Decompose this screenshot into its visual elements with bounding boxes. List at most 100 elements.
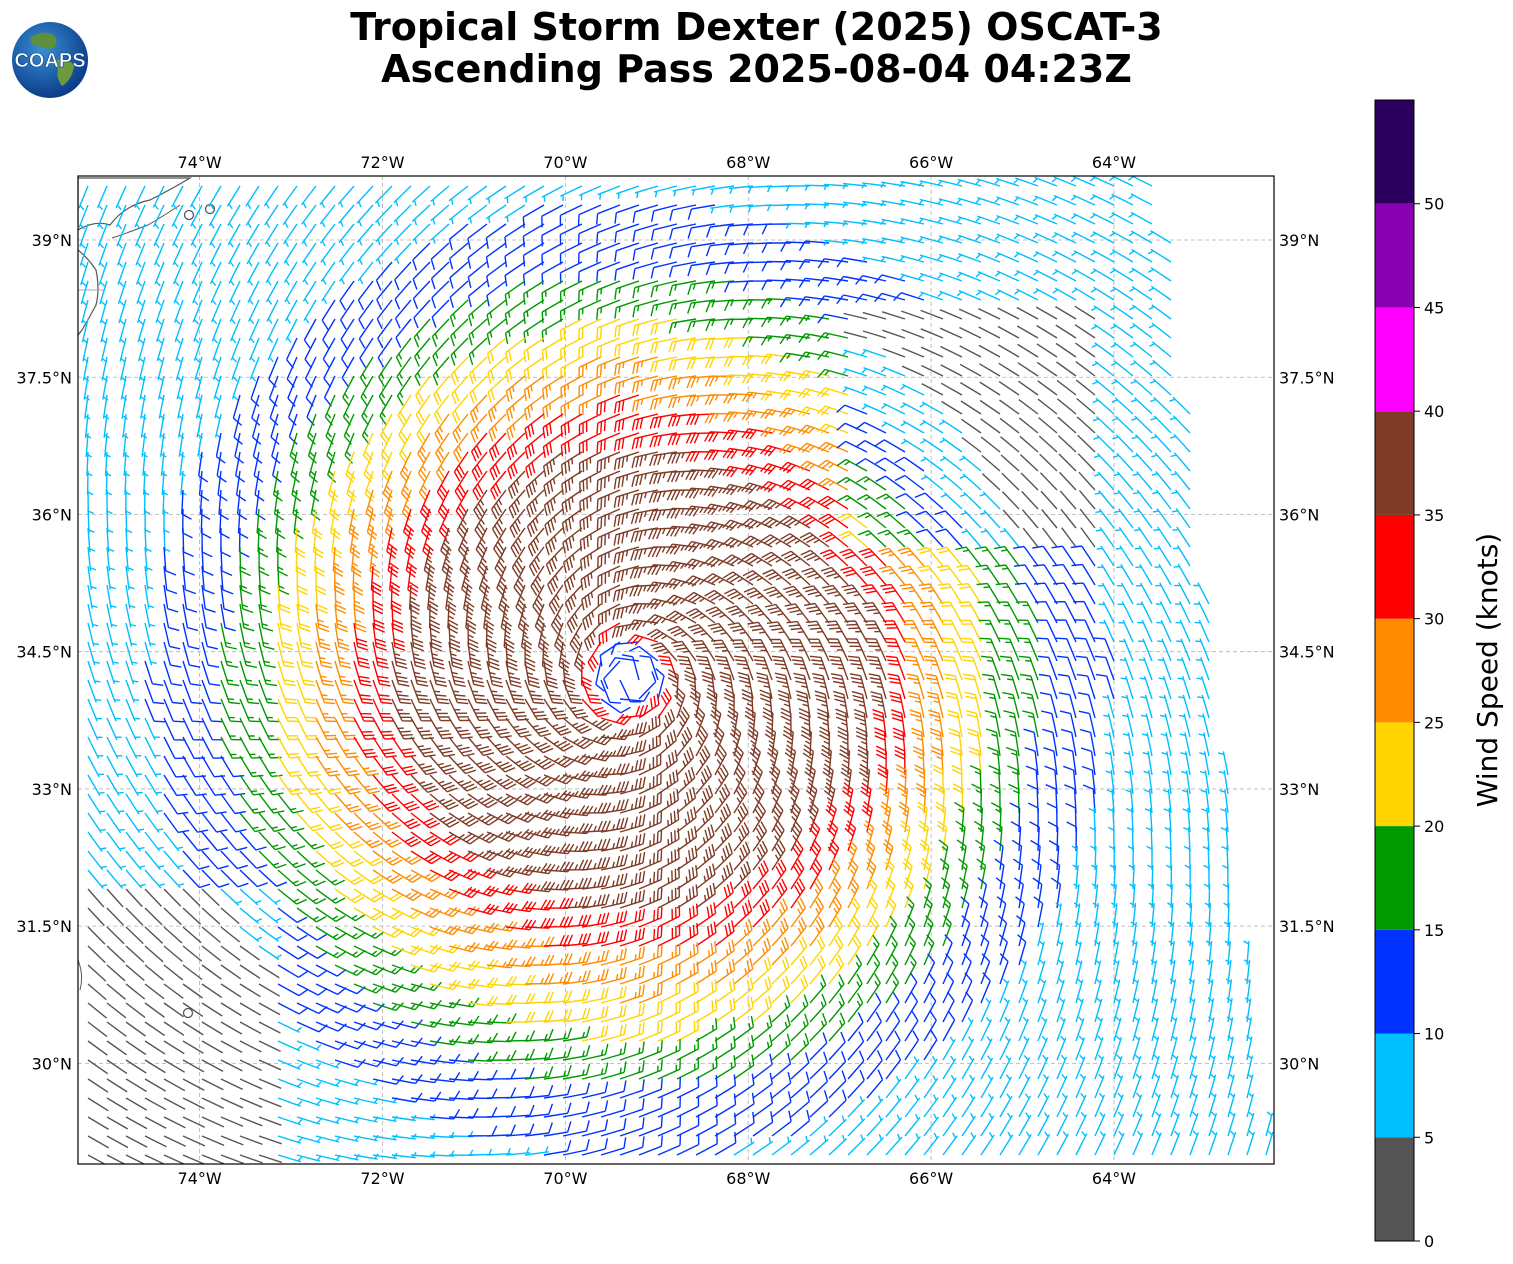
wind-barb <box>398 413 412 445</box>
wind-barb <box>1169 396 1191 415</box>
wind-barb <box>1151 1130 1162 1156</box>
wind-barb <box>695 1094 718 1118</box>
wind-barb <box>258 1002 281 1016</box>
wind-barb <box>177 413 185 439</box>
wind-barb <box>315 1040 347 1051</box>
wind-barb <box>87 1040 108 1056</box>
wind-barb <box>676 1114 700 1137</box>
wind-barb <box>357 280 374 311</box>
wind-barb <box>1092 397 1115 415</box>
wind-barb <box>320 242 336 266</box>
wind-barb <box>714 920 735 947</box>
wind-barb <box>429 641 445 670</box>
wind-barb <box>445 584 457 616</box>
wind-barb <box>144 755 162 778</box>
wind-barb <box>396 375 412 406</box>
wind-barb <box>657 1134 682 1156</box>
wind-barb <box>98 261 108 287</box>
wind-barb <box>1090 268 1115 282</box>
wind-barb <box>632 337 659 356</box>
wind-barb <box>1189 1073 1198 1099</box>
wind-barb <box>296 812 324 832</box>
wind-barb <box>337 185 355 208</box>
wind-barb <box>899 383 925 396</box>
wind-barb <box>562 527 583 554</box>
wind-barb <box>983 691 1001 719</box>
wind-barb <box>657 905 681 928</box>
lat-tick-label-right: 39°N <box>1279 231 1319 250</box>
wind-barb <box>486 830 518 842</box>
wind-barb <box>504 185 526 204</box>
wind-barb <box>562 859 593 871</box>
wind-barb <box>417 432 431 464</box>
wind-barb <box>201 812 228 833</box>
wind-barb <box>1013 177 1039 187</box>
wind-barb <box>999 1131 1014 1156</box>
wind-barb <box>737 671 754 700</box>
wind-barb <box>277 1097 303 1107</box>
wind-barb <box>638 671 657 700</box>
wind-barb <box>880 384 906 396</box>
wind-barb <box>923 1075 939 1099</box>
wind-barb <box>334 1040 366 1050</box>
wind-barb <box>904 1113 921 1137</box>
wind-barb <box>1089 826 1096 852</box>
wind-barb <box>315 869 346 886</box>
wind-barb <box>596 242 621 263</box>
wind-barb <box>580 660 592 691</box>
wind-barb <box>543 660 559 689</box>
wind-barb <box>1089 176 1115 187</box>
wind-barb <box>879 565 906 586</box>
wind-barb <box>1059 471 1077 491</box>
wind-barb <box>320 261 336 285</box>
wind-barb <box>209 261 222 287</box>
wind-barb <box>619 814 646 833</box>
wind-barb <box>1055 306 1077 320</box>
wind-barb <box>379 394 393 426</box>
wind-barb <box>596 337 621 358</box>
wind-barb <box>1037 1112 1050 1137</box>
wind-barb <box>581 784 612 796</box>
wind-barb <box>600 1137 627 1156</box>
wind-barb <box>936 820 948 852</box>
wind-barb <box>828 1012 846 1042</box>
wind-barb <box>296 603 311 632</box>
wind-barb <box>505 937 537 949</box>
wind-barb <box>1151 1111 1162 1137</box>
wind-barb <box>182 660 202 687</box>
wind-barb <box>171 204 184 229</box>
wind-barb <box>915 782 927 814</box>
colorbar-segment <box>1375 307 1414 412</box>
wind-barb <box>684 487 716 499</box>
wind-barb <box>638 1097 663 1118</box>
wind-barb <box>1020 472 1039 491</box>
wind-barb <box>468 318 488 346</box>
wind-barb <box>937 290 963 301</box>
wind-barb <box>258 964 280 979</box>
wind-barb <box>1027 802 1039 833</box>
wind-barb <box>727 706 739 738</box>
wind-barb <box>505 1104 535 1118</box>
chart-title: Tropical Storm Dexter (2025) OSCAT-3 Asc… <box>0 6 1513 90</box>
wind-barb <box>239 964 261 979</box>
wind-barb <box>1110 304 1134 320</box>
wind-barb <box>125 584 136 609</box>
wind-barb <box>847 935 862 966</box>
wind-barb <box>619 1136 645 1156</box>
wind-barb <box>505 1123 535 1137</box>
wind-barb <box>714 744 727 776</box>
wind-barb <box>747 621 773 643</box>
wind-barb <box>78 185 89 211</box>
wind-barb <box>836 404 868 415</box>
wind-barb <box>1223 902 1230 928</box>
wind-barb <box>118 299 127 325</box>
wind-barb <box>1146 845 1153 870</box>
wind-barb <box>942 934 953 966</box>
wind-barb <box>359 337 374 368</box>
wind-barb <box>543 755 575 768</box>
wind-barb <box>600 679 621 704</box>
wind-barb <box>874 274 906 284</box>
wind-barb <box>959 363 982 377</box>
wind-barb <box>450 337 469 366</box>
wind-barb <box>106 945 126 963</box>
